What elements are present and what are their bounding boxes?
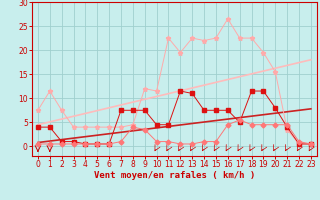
X-axis label: Vent moyen/en rafales ( km/h ): Vent moyen/en rafales ( km/h ) (94, 171, 255, 180)
